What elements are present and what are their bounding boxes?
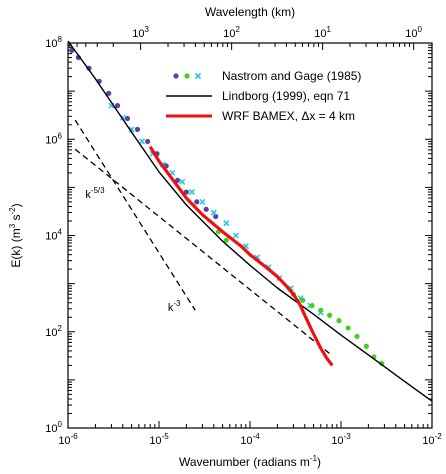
legend-entry: Nastrom and Gage (1985) [173,69,361,83]
plot-frame [67,42,433,429]
legend-entry: Lindborg (1999), eqn 71 [166,89,350,103]
data-point-stroke [232,232,239,239]
data-point [210,209,217,216]
data-point-stroke [199,198,206,205]
reference-lines: k-5/3 k-3 [74,119,333,357]
data-point-stroke [128,126,135,133]
legend-entry: WRF BAMEX, Δx = 4 km [166,109,355,123]
tick-layer: 10-6 10-5 10-4 10-3 10-2 100 102 104 106 108 103 10… [45,25,442,447]
data-point-stroke [297,295,304,302]
slope-annotation: k-5/3 [85,186,105,201]
y-tick-label: 106 [45,131,62,146]
data-point [134,126,141,133]
data-point [318,307,324,313]
series-line [148,145,334,367]
reference-line [74,119,196,311]
data-point [199,198,206,205]
top-tick-label: 103 [132,25,149,40]
top-axis-title: Wavelength (km) [205,5,295,19]
data-point-stroke [179,178,186,185]
y-tick-label: 104 [45,228,62,243]
slope-annotation: k-3 [168,299,181,314]
data-point [179,178,186,185]
top-tick-label: 100 [405,25,422,40]
legend: Nastrom and Gage (1985) Lindborg (1999), … [166,69,361,123]
data-point [213,213,219,219]
data-point [232,232,239,239]
x-tick-label: 10-6 [58,432,78,447]
data-point [194,199,200,205]
data-point [124,115,131,122]
x-tick-label: 10-5 [149,432,169,447]
data-point-stroke [188,189,195,196]
y-axis-title: E(k) (m3 s-2) [8,203,23,267]
top-tick-label: 102 [223,25,240,40]
data-point [223,220,230,227]
data-point [138,138,146,145]
data-point [106,90,112,96]
data-point [309,302,315,309]
data-point [379,360,385,366]
y-tick-label: 108 [45,35,62,50]
data-point [345,325,351,331]
data-point [336,318,342,324]
data-point [223,237,229,243]
reference-line [74,148,333,357]
x-tick-label: 10-4 [240,432,260,447]
data-point-stroke [138,138,146,145]
x-tick-label: 10-2 [422,432,442,447]
data-point [145,138,151,145]
axis-labels: Wavelength (km) Wavenumber (radians m-1)… [8,5,321,469]
data-point-stroke [119,114,126,121]
data-point-stroke [210,209,217,216]
series-layer [67,40,433,402]
data-point [327,312,333,318]
legend-label: Lindborg (1999), eqn 71 [222,89,350,103]
data-point-stroke [223,220,230,227]
series-line [67,40,433,402]
x-tick-label: 10-3 [331,432,351,447]
data-point [174,177,181,183]
legend-label: Nastrom and Gage (1985) [222,69,361,83]
data-point [203,206,209,212]
data-point [300,297,306,303]
data-point [183,189,189,195]
legend-marker [184,73,190,79]
data-point [128,126,135,133]
data-point [86,65,92,71]
legend-marker-stroke [194,72,202,80]
y-tick-label: 100 [45,420,62,435]
data-point [354,333,360,340]
data-point [188,189,195,196]
x-axis-title: Wavenumber (radians m-1) [179,454,321,469]
top-tick-label: 101 [314,25,331,40]
legend-marker [173,73,179,79]
data-point [363,343,369,349]
data-point [114,103,121,109]
legend-label: WRF BAMEX, Δx = 4 km [222,109,355,123]
y-tick-label: 102 [45,324,62,339]
